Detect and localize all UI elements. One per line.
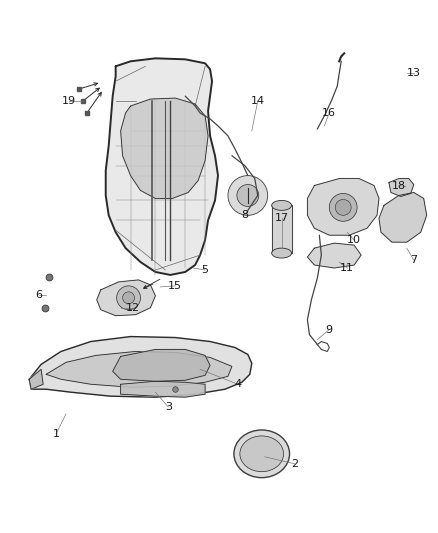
Text: 4: 4: [234, 379, 241, 389]
Polygon shape: [389, 179, 414, 197]
Ellipse shape: [329, 193, 357, 221]
Text: 14: 14: [251, 96, 265, 106]
Polygon shape: [29, 369, 43, 389]
Text: 5: 5: [201, 265, 208, 275]
Ellipse shape: [234, 430, 290, 478]
Ellipse shape: [123, 292, 134, 304]
Ellipse shape: [272, 200, 292, 211]
Text: 10: 10: [347, 235, 361, 245]
Polygon shape: [307, 179, 379, 235]
Text: 17: 17: [275, 213, 289, 223]
Text: 2: 2: [291, 459, 298, 469]
Text: 6: 6: [35, 290, 42, 300]
Text: 8: 8: [241, 211, 248, 220]
Polygon shape: [29, 336, 252, 397]
Ellipse shape: [240, 436, 283, 472]
Ellipse shape: [228, 175, 268, 215]
Text: 12: 12: [126, 303, 140, 313]
Text: 1: 1: [53, 429, 60, 439]
Text: 7: 7: [410, 255, 417, 265]
Text: 3: 3: [165, 402, 172, 412]
Polygon shape: [379, 192, 427, 242]
Ellipse shape: [272, 248, 292, 258]
Text: 16: 16: [322, 108, 336, 118]
Text: 19: 19: [62, 96, 76, 106]
Polygon shape: [307, 243, 361, 268]
Polygon shape: [106, 58, 218, 275]
Text: 9: 9: [326, 325, 333, 335]
Text: 13: 13: [407, 68, 421, 78]
Ellipse shape: [335, 199, 351, 215]
Polygon shape: [113, 350, 210, 381]
Text: 18: 18: [392, 181, 406, 190]
Polygon shape: [120, 98, 208, 198]
Text: 15: 15: [168, 281, 182, 291]
Text: 11: 11: [340, 263, 354, 273]
Ellipse shape: [117, 286, 141, 310]
Polygon shape: [46, 351, 232, 387]
Polygon shape: [120, 381, 205, 397]
Polygon shape: [272, 205, 292, 253]
Polygon shape: [97, 280, 155, 316]
Ellipse shape: [237, 184, 259, 206]
